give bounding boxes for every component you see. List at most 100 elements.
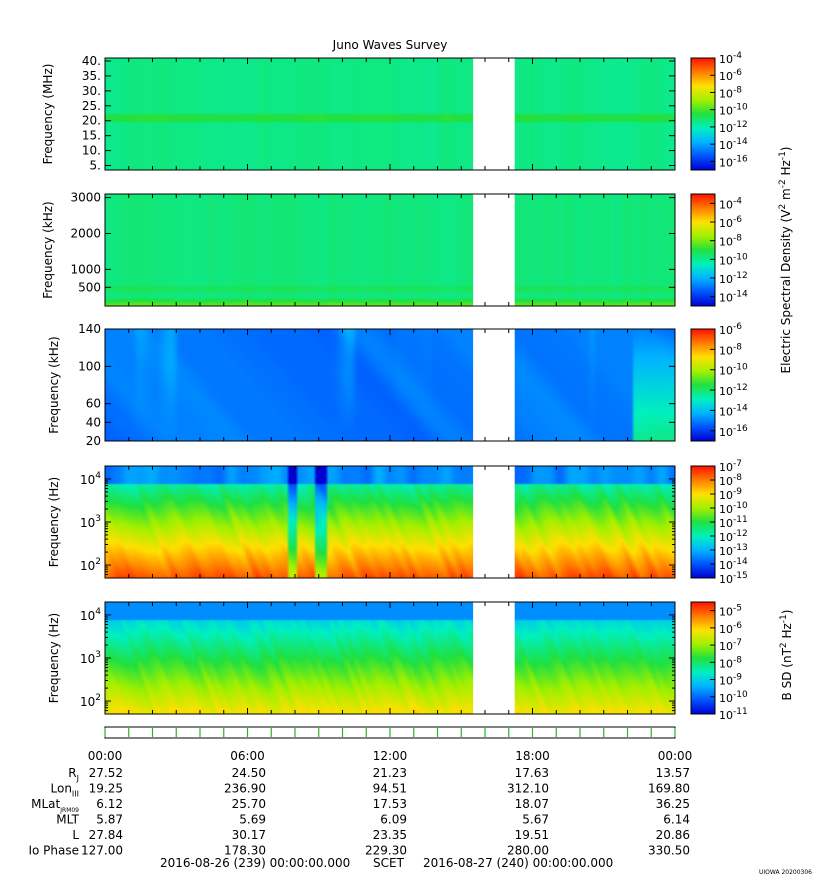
colorbar-tick-label: 10-7	[719, 459, 742, 474]
y-tick-label: 20.	[82, 114, 101, 128]
footer-start-time: 2016-08-26 (239) 00:00:00.000	[160, 856, 350, 870]
y-tick-label: 10.	[82, 144, 101, 158]
ephemeris-value: 6.14	[663, 813, 690, 827]
colorbar-gradient	[690, 193, 716, 307]
y-tick-label: 30.	[82, 84, 101, 98]
colorbar-tick-label: 10-12	[719, 383, 748, 398]
colorbar-gradient	[690, 328, 716, 442]
ephemeris-value: 229.30	[365, 844, 407, 858]
colorbar-tick-label: 10-10	[719, 501, 748, 516]
colorbar-hfr-low: 10-4 10-6 10-8 10-10 10-12 10-14	[690, 193, 748, 307]
colorbar-gradient	[690, 601, 716, 715]
ephemeris-value: 23.35	[373, 828, 407, 842]
colorbar-tick-label: 10-4	[719, 51, 742, 66]
colorbar-tick-label: 10-14	[719, 557, 748, 572]
colorbar-tick-label: 10-14	[719, 403, 748, 418]
ephemeris-value: 36.25	[656, 797, 690, 811]
y-axis-label: Frequency (kHz)	[47, 336, 61, 433]
y-axis-label: Frequency (Hz)	[47, 613, 61, 704]
y-axis-label: Frequency (MHz)	[41, 64, 55, 165]
y-tick-label: 140	[78, 322, 101, 336]
y-tick-label: 35.	[82, 69, 101, 83]
spectrogram-lfr-low	[105, 466, 675, 578]
ephemeris-value: 30.17	[232, 828, 266, 842]
colorbar-tick-label: 10-10	[719, 690, 748, 705]
spectrogram-lfr-high	[105, 329, 675, 441]
data-gap	[473, 466, 515, 578]
y-tick-label: 102	[80, 693, 101, 709]
colorbar-tick-label: 10-10	[719, 363, 748, 378]
time-tick-label: 00:00	[88, 749, 123, 763]
spectrogram-hfr-low	[105, 194, 675, 306]
colorbar-tick-label: 10-4	[719, 196, 742, 211]
ephemeris-label: L	[72, 828, 79, 842]
ephemeris-value: 6.12	[96, 797, 123, 811]
ephemeris-value: 169.80	[648, 782, 690, 796]
y-tick-label: 104	[80, 471, 101, 487]
colorbar-tick-label: 10-10	[719, 252, 748, 267]
magnetic-colorbar-label: B SD (nT2 Hz-1)	[779, 610, 794, 701]
colorbar-tick-label: 10-15	[719, 571, 748, 586]
ephemeris-table: 00:00 06:00 12:00 18:00 00:00 RJ 27.52 24.50 21.…	[28, 749, 692, 858]
panel-lfr-low: 102 103 104 Frequency (Hz) 10-710-810-910-10…	[47, 459, 748, 586]
colorbar-tick-label: 10-14	[719, 137, 748, 152]
credit-stamp: UIOWA 20200306	[759, 869, 812, 876]
data-gap	[473, 329, 515, 441]
figure-title: Juno Waves Survey	[332, 38, 448, 52]
ephemeris-value: 94.51	[373, 782, 407, 796]
data-gap	[473, 58, 515, 170]
ephemeris-value: 178.30	[224, 844, 266, 858]
y-tick-label: 102	[80, 557, 101, 573]
ephemeris-value: 19.51	[515, 828, 549, 842]
colorbar-tick-label: 10-8	[719, 85, 742, 100]
y-tick-label: 20	[86, 434, 101, 448]
ephemeris-value: 236.90	[224, 782, 266, 796]
ephemeris-value: 27.52	[89, 766, 123, 780]
colorbar-tick-label: 10-6	[719, 322, 742, 337]
data-gap	[473, 602, 515, 714]
colorbar-tick-label: 10-5	[719, 604, 742, 619]
y-tick-label: 500	[78, 280, 101, 294]
y-tick-label: 1000	[70, 262, 101, 276]
ephemeris-value: 280.00	[507, 844, 549, 858]
y-tick-label: 2000	[70, 226, 101, 240]
colorbar-tick-label: 10-7	[719, 638, 742, 653]
spectrogram-magnetic	[105, 602, 675, 714]
colorbar-lfr-low: 10-710-810-910-1010-1110-1210-1310-1410-…	[690, 459, 748, 586]
colorbar-tick-label: 10-16	[719, 424, 748, 439]
colorbar-hfr-high: 10-4 10-6 10-8 10-10 10-12 10-14 10-16	[690, 51, 748, 171]
y-tick-label: 60	[86, 397, 101, 411]
ephemeris-value: 20.86	[656, 828, 690, 842]
ephemeris-label: MLatJRM09	[31, 797, 79, 814]
colorbar-tick-label: 10-9	[719, 673, 742, 688]
y-tick-label: 104	[80, 607, 101, 623]
y-tick-label: 3000	[70, 191, 101, 205]
y-tick-label: 103	[80, 650, 101, 666]
y-tick-label: 40.	[82, 54, 101, 68]
y-tick-label: 103	[80, 514, 101, 530]
electric-colorbar-label: Electric Spectral Density (V2 m-2 Hz-1)	[778, 146, 793, 373]
colorbar-tick-label: 10-12	[719, 271, 748, 286]
y-tick-label: 100	[78, 359, 101, 373]
colorbar-tick-label: 10-10	[719, 103, 748, 118]
ephemeris-label: LonIII	[51, 782, 80, 799]
colorbar-tick-label: 10-6	[719, 68, 742, 83]
y-axis-label: Frequency (Hz)	[47, 477, 61, 568]
ephemeris-value: 127.00	[81, 844, 123, 858]
colorbar-tick-label: 10-12	[719, 529, 748, 544]
colorbar-tick-label: 10-8	[719, 342, 742, 357]
y-axis-label: Frequency (kHz)	[41, 201, 55, 298]
colorbar-tick-label: 10-11	[719, 707, 748, 722]
colorbar-labels: Electric Spectral Density (V2 m-2 Hz-1) B…	[778, 146, 794, 700]
ephemeris-value: 6.09	[380, 813, 407, 827]
ephemeris-value: 19.25	[89, 782, 123, 796]
spectrogram-hfr-high	[105, 58, 675, 170]
colorbar-tick-label: 10-16	[719, 154, 748, 169]
ephemeris-value: 18.07	[515, 797, 549, 811]
footer-end-time: 2016-08-27 (240) 00:00:00.000	[423, 856, 613, 870]
ephemeris-value: 13.57	[656, 766, 690, 780]
y-tick-label: 5.	[90, 159, 101, 173]
